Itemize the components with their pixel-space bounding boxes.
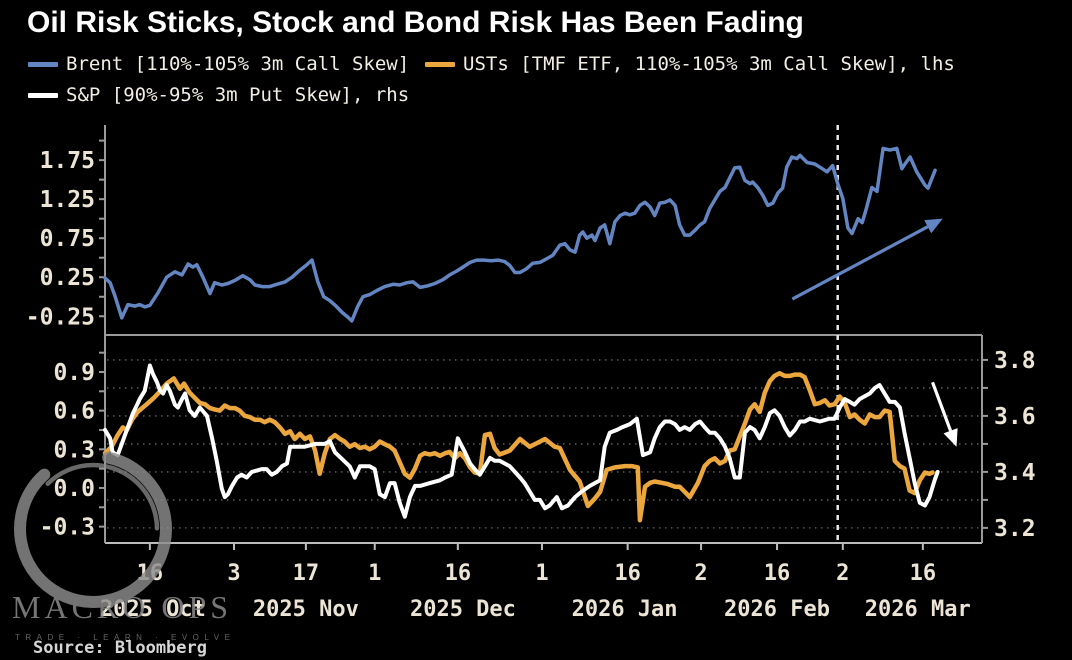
legend-label-usts: USTs [TMF ETF, 110%-105% 3m Call Skew], … [463,53,955,75]
svg-text:3.4: 3.4 [994,460,1036,486]
svg-text:17: 17 [293,561,320,586]
svg-text:1.25: 1.25 [40,187,95,213]
sp-line-swatch-icon [28,92,58,98]
svg-text:3.2: 3.2 [994,516,1036,542]
svg-text:3.8: 3.8 [994,348,1036,374]
svg-text:1: 1 [368,561,381,586]
svg-text:0.9: 0.9 [53,360,95,386]
brent-line-swatch-icon [28,61,58,67]
legend-item-brent: Brent [110%-105% 3m Call Skew] [28,52,409,76]
svg-text:0.3: 0.3 [53,437,95,463]
usts-line-swatch-icon [425,61,455,67]
svg-text:2025 Dec: 2025 Dec [410,597,516,622]
svg-text:3.6: 3.6 [994,404,1036,430]
legend-label-brent: Brent [110%-105% 3m Call Skew] [66,53,410,75]
svg-text:2026 Jan: 2026 Jan [572,597,678,622]
legend-item-usts: USTs [TMF ETF, 110%-105% 3m Call Skew], … [425,52,955,76]
svg-text:2026 Feb: 2026 Feb [724,597,830,622]
svg-text:16: 16 [614,561,641,586]
svg-text:2026 Mar: 2026 Mar [865,597,971,622]
page-title: Oil Risk Sticks, Stock and Bond Risk Has… [27,6,804,39]
svg-text:2: 2 [694,561,707,586]
svg-text:3: 3 [227,561,240,586]
svg-text:1.75: 1.75 [40,148,95,174]
svg-text:-0.3: -0.3 [40,515,95,541]
svg-text:16: 16 [910,561,937,586]
legend-label-sp: S&P [90%-95% 3m Put Skew], rhs [66,84,410,106]
svg-text:16: 16 [445,561,472,586]
legend-item-sp: S&P [90%-95% 3m Put Skew], rhs [28,83,409,107]
svg-text:2025 Oct: 2025 Oct [100,597,206,622]
svg-text:0.6: 0.6 [53,399,95,425]
svg-text:2025 Nov: 2025 Nov [253,597,359,622]
source-label: Source: Bloomberg [33,638,207,658]
svg-text:0.75: 0.75 [40,226,95,252]
svg-text:0.0: 0.0 [53,476,95,502]
svg-text:16: 16 [137,561,164,586]
svg-text:16: 16 [764,561,791,586]
svg-text:1: 1 [535,561,548,586]
svg-text:0.25: 0.25 [40,265,95,291]
svg-text:2: 2 [836,561,849,586]
svg-text:-0.25: -0.25 [26,304,95,330]
